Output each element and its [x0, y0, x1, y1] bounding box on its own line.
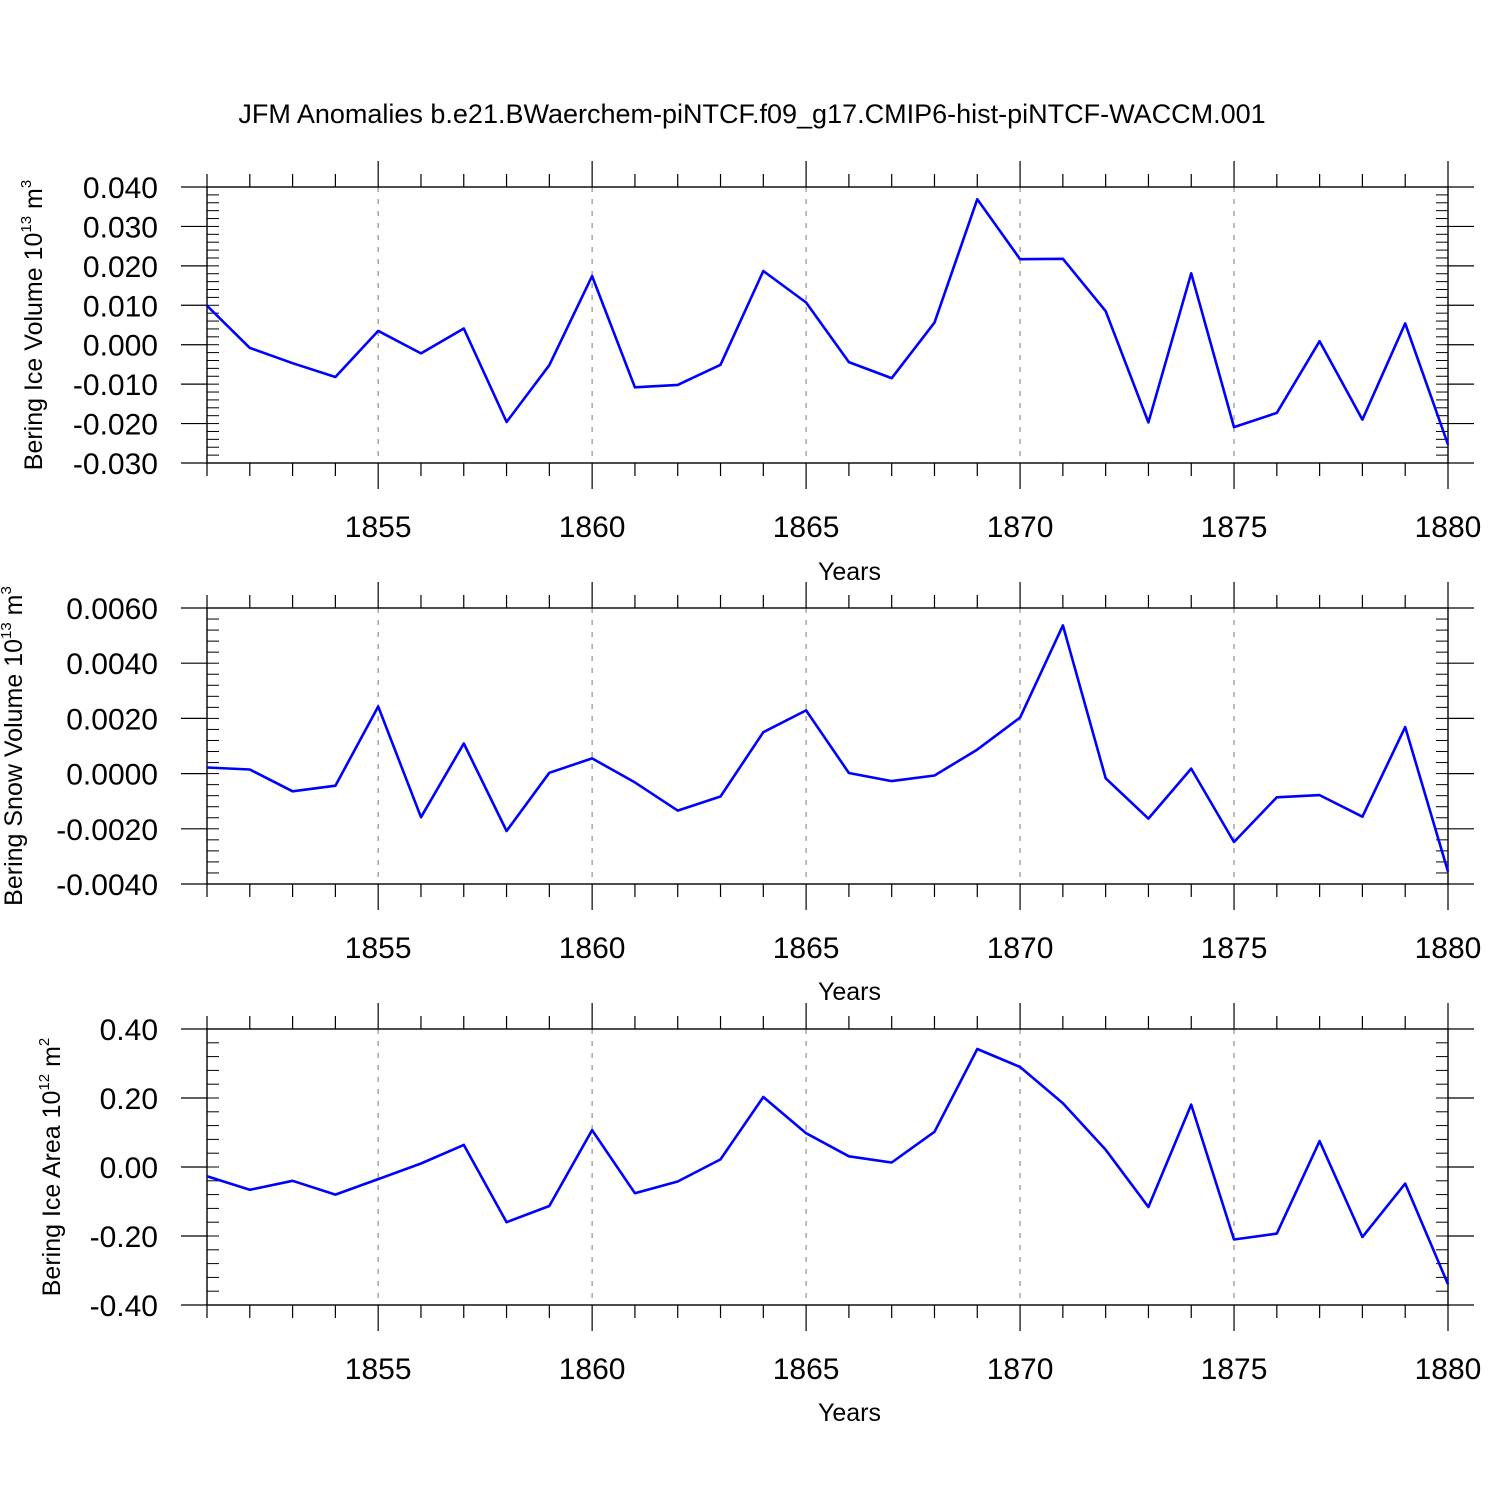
x-tick-label: 1855 [345, 932, 412, 965]
y-tick-label: 0.040 [83, 172, 158, 205]
x-tick-label: 1870 [987, 511, 1054, 544]
x-tick-label: 1860 [559, 511, 626, 544]
y-tick-label: 0.00 [100, 1152, 158, 1185]
y-tick-label: 0.0000 [66, 759, 158, 792]
y-tick-label: 0.20 [100, 1083, 158, 1116]
series-line [206, 624, 1450, 872]
x-tick-label: 1880 [1415, 511, 1482, 544]
y-axis-label: Bering Ice Area 1012 m2 [36, 1038, 66, 1297]
x-axis-label: Years [818, 1399, 881, 1427]
x-axis-label: Years [818, 558, 881, 586]
y-tick-label: 0.40 [100, 1014, 158, 1047]
x-tick-label: 1855 [345, 511, 412, 544]
plot-frame [206, 607, 1449, 885]
x-tick-label: 1865 [773, 511, 840, 544]
x-tick-label: 1870 [987, 1353, 1054, 1386]
y-tick-label: 0.010 [83, 290, 158, 323]
y-tick-label: 0.020 [83, 251, 158, 284]
y-axis-label: Bering Snow Volume 1013 m3 [0, 586, 28, 906]
panels: 1855 1860 1865 1870 1875 1880 0.040 0.030 0.020 0… [0, 161, 1481, 1427]
x-tick-label: 1870 [987, 932, 1054, 965]
panel-2: 1855 1860 1865 1870 1875 1880 0.0060 0.0040 0.00… [0, 582, 1481, 1006]
x-tick-label: 1855 [345, 1353, 412, 1386]
y-tick-label: -0.030 [73, 448, 158, 481]
y-tick-label: -0.40 [90, 1290, 158, 1323]
y-axis-label: Bering Ice Volume 1013 m3 [18, 180, 48, 470]
y-tick-label: -0.020 [73, 409, 158, 442]
series-line [206, 197, 1450, 445]
x-tick-label: 1875 [1201, 932, 1268, 965]
x-tick-label: 1880 [1415, 932, 1482, 965]
x-tick-label: 1860 [559, 1353, 626, 1386]
x-tick-label: 1860 [559, 932, 626, 965]
plot-frame [206, 186, 1449, 464]
y-tick-label: 0.0060 [66, 593, 158, 626]
chart-title: JFM Anomalies b.e21.BWaerchem-piNTCF.f09… [238, 99, 1265, 129]
y-tick-label: 0.000 [83, 330, 158, 363]
y-tick-label: 0.030 [83, 211, 158, 244]
x-tick-label: 1875 [1201, 511, 1268, 544]
x-tick-label: 1865 [773, 932, 840, 965]
series-line [206, 1047, 1450, 1285]
x-tick-label: 1875 [1201, 1353, 1268, 1386]
panel-1: 1855 1860 1865 1870 1875 1880 0.040 0.030 0.020 0… [18, 161, 1481, 586]
x-tick-label: 1865 [773, 1353, 840, 1386]
y-tick-label: -0.20 [90, 1221, 158, 1254]
plot-frame [206, 1028, 1449, 1306]
y-tick-label: 0.0020 [66, 703, 158, 736]
y-tick-label: -0.0020 [56, 814, 158, 847]
y-tick-label: -0.010 [73, 369, 158, 402]
y-tick-label: -0.0040 [56, 869, 158, 902]
y-tick-label: 0.0040 [66, 648, 158, 681]
x-axis-label: Years [818, 978, 881, 1006]
panel-3: 1855 1860 1865 1870 1875 1880 0.40 0.20 0.00 -0.2… [36, 1003, 1481, 1427]
x-tick-label: 1880 [1415, 1353, 1482, 1386]
